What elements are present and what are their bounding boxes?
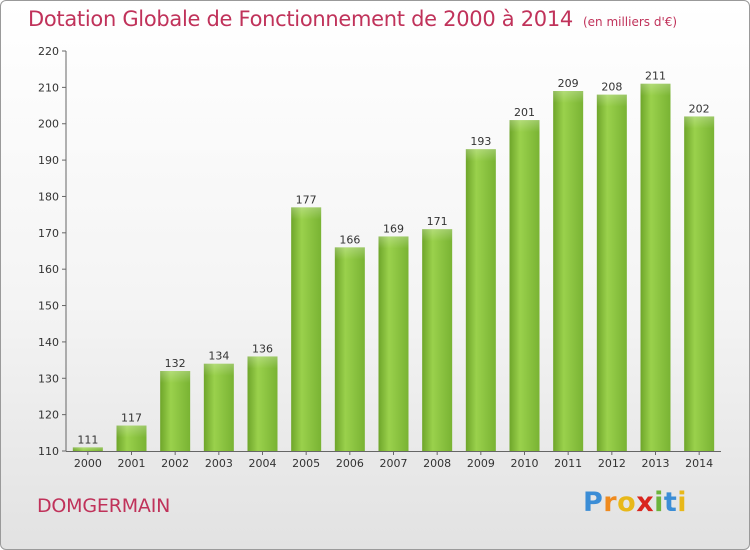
y-tick-label: 170	[38, 227, 59, 240]
chart-title: Dotation Globale de Fonctionnement de 20…	[28, 7, 677, 31]
value-label: 136	[252, 342, 273, 355]
bar-highlight	[116, 425, 147, 438]
x-tick-label: 2006	[336, 457, 364, 470]
bar	[465, 149, 496, 451]
bar	[160, 371, 191, 451]
x-tick-label: 2007	[380, 457, 408, 470]
value-label: 132	[165, 357, 186, 370]
logo-letter: o	[617, 487, 637, 518]
bar	[684, 116, 715, 452]
y-tick-label: 210	[38, 81, 59, 94]
x-tick-label: 2014	[685, 457, 713, 470]
bar-highlight	[378, 236, 409, 249]
logo-letter: P	[583, 487, 604, 518]
bar-highlight	[596, 94, 627, 107]
logo-letter: i	[677, 487, 688, 518]
bar-highlight	[684, 116, 715, 129]
bar-highlight	[509, 120, 540, 133]
x-tick-label: 2012	[598, 457, 626, 470]
bar	[596, 94, 627, 452]
y-tick-label: 150	[38, 300, 59, 313]
bar-highlight	[203, 363, 234, 376]
bar	[203, 363, 234, 451]
bar	[422, 229, 453, 451]
bar	[247, 356, 278, 451]
x-tick-label: 2009	[467, 457, 495, 470]
bar-highlight	[334, 247, 365, 260]
logo-letter: r	[603, 487, 618, 518]
value-label: 117	[121, 412, 142, 425]
logo-letter: i	[654, 487, 664, 518]
logo-letter: x	[636, 487, 655, 518]
logo-letter: t	[663, 487, 678, 518]
value-label: 208	[601, 81, 622, 94]
y-tick-label: 140	[38, 336, 59, 349]
x-tick-label: 2010	[511, 457, 539, 470]
bar	[509, 120, 540, 451]
x-tick-label: 2000	[74, 457, 102, 470]
y-tick-label: 160	[38, 263, 59, 276]
x-tick-label: 2003	[205, 457, 233, 470]
y-tick-label: 130	[38, 372, 59, 385]
bar	[334, 247, 365, 451]
value-label: 171	[427, 215, 448, 228]
x-tick-label: 2002	[161, 457, 189, 470]
y-tick-label: 110	[38, 445, 59, 458]
bar	[378, 236, 409, 451]
x-tick-label: 2011	[554, 457, 582, 470]
value-label: 169	[383, 222, 404, 235]
x-tick-label: 2008	[423, 457, 451, 470]
y-tick-label: 220	[38, 45, 59, 58]
x-tick-label: 2001	[118, 457, 146, 470]
bar-highlight	[160, 371, 191, 383]
value-label: 209	[558, 77, 579, 90]
bar-highlight	[640, 83, 671, 96]
value-label: 111	[77, 433, 98, 446]
x-tick-label: 2004	[249, 457, 277, 470]
value-label: 177	[296, 193, 317, 206]
value-label: 134	[208, 350, 229, 363]
y-tick-label: 200	[38, 118, 59, 131]
commune-name: DOMGERMAIN	[37, 495, 171, 517]
unit-label: (en milliers d'€)	[582, 15, 678, 29]
value-label: 202	[689, 102, 710, 115]
value-label: 193	[470, 135, 491, 148]
bar-highlight	[422, 229, 453, 242]
bar	[640, 83, 671, 452]
bar-highlight	[247, 356, 278, 369]
x-tick-label: 2013	[642, 457, 670, 470]
value-label: 201	[514, 106, 535, 119]
bar-highlight	[291, 207, 322, 220]
y-tick-label: 180	[38, 190, 59, 203]
bar	[291, 207, 322, 451]
x-tick-label: 2005	[292, 457, 320, 470]
value-label: 211	[645, 70, 666, 83]
bar-highlight	[553, 91, 584, 103]
bar-highlight	[72, 447, 103, 451]
title-text: Dotation Globale de Fonctionnement de 20…	[28, 7, 573, 31]
proxiti-logo: Proxiti	[583, 487, 687, 518]
y-tick-label: 190	[38, 154, 59, 167]
value-label: 166	[339, 233, 360, 246]
bar	[553, 91, 584, 451]
y-tick-label: 120	[38, 409, 59, 422]
bar-highlight	[465, 149, 496, 162]
